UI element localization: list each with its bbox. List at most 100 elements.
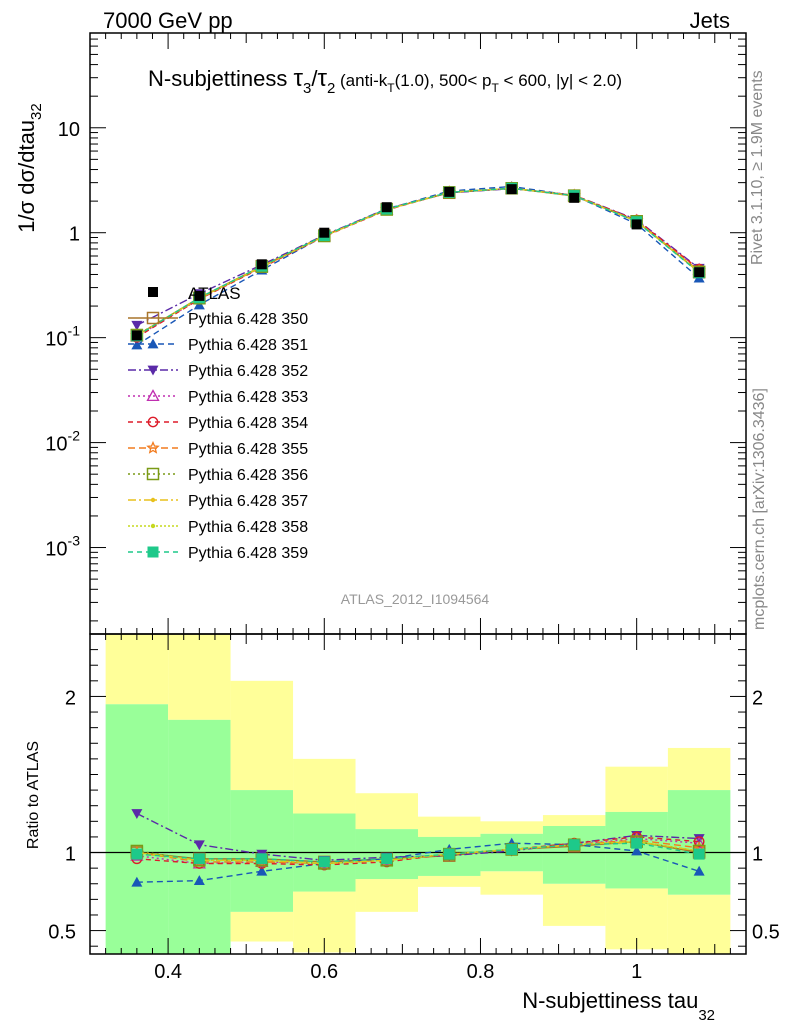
ratio-y-tick-label-right: 0.5 bbox=[752, 922, 780, 944]
series-point-352 bbox=[131, 320, 143, 331]
series-line-357 bbox=[136, 187, 700, 337]
legend-marker-357 bbox=[150, 497, 156, 503]
ratio-line-359 bbox=[136, 842, 700, 863]
ratio-series bbox=[129, 809, 707, 887]
title-pt-sub: T bbox=[491, 81, 499, 95]
ratio-point-359 bbox=[631, 837, 643, 849]
series-line-354 bbox=[136, 187, 700, 338]
title-cut-c: < 600, |y| < 2.0) bbox=[499, 71, 622, 90]
main-y-tick-base: 10 bbox=[58, 119, 80, 141]
legend-label-350: Pythia 6.428 350 bbox=[188, 311, 308, 328]
uncertainty-band-outer-lower bbox=[667, 894, 731, 954]
data-point-atlas bbox=[319, 227, 330, 238]
ratio-point-351 bbox=[193, 875, 205, 886]
main-y-tick-label: 1 bbox=[69, 224, 80, 246]
ratio-point-352 bbox=[693, 834, 705, 844]
ratio-point-351 bbox=[693, 865, 705, 876]
main-y-tick-label: 10 bbox=[58, 119, 80, 141]
legend: ATLAS Pythia 6.428 350 Pythia 6.428 351 Pyt… bbox=[128, 284, 308, 562]
uncertainty-band-outer-lower bbox=[480, 871, 543, 895]
uncertainty-band-outer-lower bbox=[542, 883, 606, 926]
ratio-plot-frame bbox=[89, 633, 747, 955]
legend-marker-351 bbox=[147, 338, 159, 349]
main-y-tick-exp: -2 bbox=[68, 428, 81, 444]
ratio-line-358 bbox=[136, 840, 700, 865]
ratio-point-359 bbox=[193, 853, 205, 865]
title-den-sub: 2 bbox=[327, 80, 335, 97]
uncertainty-band-outer-upper bbox=[168, 634, 231, 720]
uncertainty-band-outer-upper bbox=[605, 766, 668, 812]
title-kt-sub: T bbox=[387, 81, 395, 95]
main-y-tick-base: 10 bbox=[45, 329, 67, 351]
ratio-y-tick-label: 2 bbox=[65, 687, 76, 709]
data-point-atlas bbox=[381, 202, 392, 213]
title-cut-b: (1.0), 500< p bbox=[395, 71, 492, 90]
uncertainty-band-outer-lower bbox=[418, 875, 481, 887]
title-tau-num: τ bbox=[294, 65, 304, 92]
ratio-point-352 bbox=[131, 809, 143, 820]
series-line-351 bbox=[136, 185, 700, 346]
uncertainty-band-outer-upper bbox=[667, 747, 731, 791]
legend-marker-355 bbox=[146, 440, 160, 454]
ratio-line-351 bbox=[136, 842, 700, 883]
uncertainty-band-inner bbox=[542, 826, 606, 884]
legend-label-351: Pythia 6.428 351 bbox=[188, 337, 308, 354]
x-axis-label-text: N-subjettiness tau bbox=[522, 988, 698, 1013]
legend-marker-352 bbox=[147, 365, 159, 376]
uncertainty-band-outer-lower bbox=[230, 911, 294, 942]
series-line-359 bbox=[136, 187, 700, 337]
ratio-y-tick-label-right: 2 bbox=[752, 687, 763, 709]
main-y-tick-base: 10 bbox=[45, 539, 67, 561]
uncertainty-band-outer-upper bbox=[418, 816, 481, 837]
main-y-axis-label-sub: 32 bbox=[28, 103, 45, 120]
rivet-version-text: Rivet 3.1.10, ≥ 1.9M events bbox=[749, 70, 766, 265]
uncertainty-band-inner bbox=[105, 704, 169, 954]
plot-title: N-subjettiness τ3/τ2 (anti-kT(1.0), 500<… bbox=[148, 65, 622, 97]
uncertainty-band-inner bbox=[168, 719, 231, 954]
legend-marker-353 bbox=[146, 389, 160, 402]
legend-label-354: Pythia 6.428 354 bbox=[188, 415, 308, 432]
ratio-point-359 bbox=[693, 848, 705, 860]
uncertainty-band-outer-upper bbox=[293, 758, 356, 814]
legend-label-atlas: ATLAS bbox=[188, 284, 241, 303]
legend-label-356: Pythia 6.428 356 bbox=[188, 467, 308, 484]
legend-label-357: Pythia 6.428 357 bbox=[188, 493, 308, 510]
main-y-axis-label-text: 1/σ dσ/dtau bbox=[14, 120, 39, 233]
data-point-atlas bbox=[506, 184, 517, 195]
ratio-point-359 bbox=[318, 856, 330, 868]
ratio-point-359 bbox=[506, 843, 518, 855]
ratio-y-axis-label: Ratio to ATLAS bbox=[25, 741, 42, 849]
x-axis-label: N-subjettiness tau32 bbox=[522, 988, 715, 1024]
ratio-point-351 bbox=[256, 865, 268, 876]
ratio-point-359 bbox=[568, 839, 580, 851]
x-tick-label: 1 bbox=[631, 961, 642, 983]
ratio-point-353 bbox=[692, 836, 706, 849]
series-line-352 bbox=[136, 187, 700, 326]
ratio-line-355 bbox=[136, 839, 700, 865]
data-point-atlas bbox=[194, 290, 205, 301]
uncertainty-band-outer-upper bbox=[230, 680, 294, 791]
legend-label-352: Pythia 6.428 352 bbox=[188, 363, 308, 380]
data-point-atlas bbox=[569, 192, 580, 203]
legend-marker-354 bbox=[147, 416, 159, 428]
x-tick-label: 0.4 bbox=[154, 961, 182, 983]
data-point-atlas bbox=[444, 186, 455, 197]
main-y-tick-label: 10-3 bbox=[45, 533, 80, 561]
uncertainty-band-outer-upper bbox=[480, 821, 543, 834]
mcplots-text: mcplots.cern.ch [arXiv:1306.3436] bbox=[751, 388, 768, 630]
legend-label-353: Pythia 6.428 353 bbox=[188, 389, 308, 406]
legend-marker-atlas bbox=[148, 287, 158, 297]
ratio-point-359 bbox=[131, 848, 143, 860]
header-right: Jets bbox=[690, 8, 730, 33]
legend-marker-358 bbox=[150, 523, 156, 529]
main-y-tick-exp: -3 bbox=[68, 533, 81, 549]
main-y-tick-label: 10-2 bbox=[45, 428, 80, 456]
legend-marker-356 bbox=[146, 467, 160, 481]
legend-label-355: Pythia 6.428 355 bbox=[188, 441, 308, 458]
ratio-point-351 bbox=[131, 876, 143, 887]
ratio-line-354 bbox=[136, 836, 700, 866]
ratio-point-352 bbox=[193, 840, 205, 851]
title-slash: / bbox=[311, 66, 318, 91]
x-axis-label-sub: 32 bbox=[698, 1007, 715, 1024]
